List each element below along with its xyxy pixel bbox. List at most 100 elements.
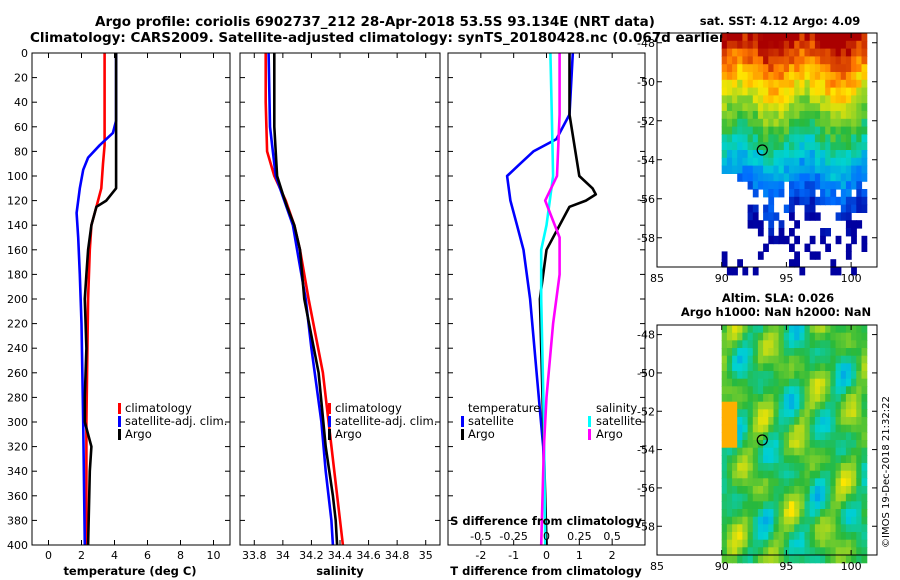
heatmap-cell bbox=[814, 532, 821, 541]
heatmap-cell bbox=[726, 463, 733, 472]
heatmap-cell bbox=[789, 243, 795, 252]
heatmap-cell bbox=[830, 189, 837, 198]
heatmap-cell bbox=[856, 524, 863, 533]
heatmap-cell bbox=[845, 340, 852, 349]
heatmap-cell bbox=[763, 332, 769, 341]
heatmap-cell bbox=[845, 409, 852, 418]
heatmap-cell bbox=[737, 470, 743, 479]
heatmap-cell bbox=[820, 447, 826, 456]
heatmap-cell bbox=[830, 386, 837, 395]
heatmap-cell bbox=[732, 532, 738, 541]
heatmap-cell bbox=[726, 118, 733, 128]
heatmap-cell bbox=[845, 455, 852, 464]
heatmap-cell bbox=[773, 363, 780, 372]
heatmap-cell bbox=[809, 134, 816, 143]
heatmap-cell bbox=[773, 509, 780, 518]
heatmap-cell bbox=[804, 142, 811, 151]
heatmap-cell bbox=[814, 371, 821, 380]
heatmap-cell bbox=[757, 539, 764, 548]
heatmap-cell bbox=[845, 150, 852, 159]
heatmap-cell bbox=[809, 251, 816, 260]
heatmap-cell bbox=[768, 79, 775, 89]
heatmap-cell bbox=[851, 72, 857, 81]
heatmap-cell bbox=[830, 424, 837, 433]
heatmap-cell bbox=[814, 417, 821, 426]
heatmap-cell bbox=[768, 417, 775, 426]
heatmap-cell bbox=[726, 79, 733, 89]
heatmap-cell bbox=[737, 126, 743, 135]
top-x-tick-label: 0 bbox=[543, 530, 550, 543]
heatmap-cell bbox=[820, 103, 826, 112]
heatmap-cell bbox=[721, 493, 728, 502]
heatmap-cell bbox=[825, 111, 831, 120]
heatmap-cell bbox=[820, 516, 826, 525]
heatmap-cell bbox=[809, 33, 816, 42]
heatmap-cell bbox=[737, 424, 743, 433]
heatmap-cell bbox=[856, 493, 863, 502]
heatmap-cell bbox=[794, 424, 800, 433]
heatmap-cell bbox=[768, 516, 775, 525]
heatmap-cell bbox=[835, 196, 842, 206]
heatmap-cell bbox=[789, 493, 795, 502]
heatmap-cell bbox=[726, 72, 733, 81]
heatmap-cell bbox=[783, 539, 790, 548]
heatmap-cell bbox=[845, 509, 852, 518]
heatmap-cell bbox=[789, 189, 795, 198]
heatmap-cell bbox=[747, 378, 754, 387]
heatmap-cell bbox=[794, 259, 800, 268]
heatmap-cell bbox=[835, 340, 842, 349]
heatmap-cell bbox=[814, 455, 821, 464]
heatmap-cell bbox=[757, 134, 764, 143]
heatmap-cell bbox=[809, 56, 816, 65]
heatmap-cell bbox=[840, 455, 847, 464]
heatmap-cell bbox=[778, 103, 785, 112]
heatmap-cell bbox=[840, 103, 847, 112]
heatmap-cell bbox=[820, 157, 826, 167]
heatmap-cell bbox=[789, 212, 795, 221]
heatmap-cell bbox=[799, 332, 806, 341]
heatmap-cell bbox=[789, 79, 795, 89]
heatmap-cell bbox=[830, 539, 837, 548]
heatmap-cell bbox=[799, 386, 806, 395]
heatmap-cell bbox=[773, 325, 780, 334]
heatmap-cell bbox=[789, 48, 795, 57]
legend-salinity: climatology satellite-adj. clim. Argo bbox=[328, 401, 437, 441]
heatmap-cell bbox=[726, 267, 733, 276]
heatmap-cell bbox=[747, 165, 754, 174]
heatmap-cell bbox=[726, 40, 733, 50]
heatmap-cell bbox=[773, 501, 780, 510]
heatmap-cell bbox=[742, 470, 749, 479]
tdiff-xlabel: T difference from climatology bbox=[450, 564, 642, 578]
heatmap-cell bbox=[851, 340, 857, 349]
heatmap-cell bbox=[804, 33, 811, 42]
heatmap-cell bbox=[851, 539, 857, 548]
heatmap-cell bbox=[737, 378, 743, 387]
heatmap-cell bbox=[804, 532, 811, 541]
legend-swatch-argo bbox=[328, 429, 331, 440]
y-tick-label: -56 bbox=[637, 482, 655, 495]
heatmap-cell bbox=[794, 463, 800, 472]
heatmap-cell bbox=[768, 371, 775, 380]
heatmap-cell bbox=[794, 165, 800, 174]
heatmap-cell bbox=[752, 424, 759, 433]
heatmap-cell bbox=[721, 48, 728, 57]
heatmap-cell bbox=[840, 532, 847, 541]
heatmap-cell bbox=[835, 532, 842, 541]
temperature-panel: 0204060801001201401601802002202402602803… bbox=[7, 47, 231, 562]
y-tick-label: -50 bbox=[637, 367, 655, 380]
heatmap-cell bbox=[773, 524, 780, 533]
heatmap-cell bbox=[732, 440, 738, 449]
heatmap-cell bbox=[737, 325, 743, 334]
heatmap-cell bbox=[763, 79, 769, 89]
heatmap-cell bbox=[851, 111, 857, 120]
heatmap-cell bbox=[799, 417, 806, 426]
heatmap-cell bbox=[721, 56, 728, 65]
heatmap-cell bbox=[809, 79, 816, 89]
heatmap-cell bbox=[752, 212, 759, 221]
heatmap-cell bbox=[825, 348, 831, 357]
heatmap-cell bbox=[820, 555, 826, 564]
heatmap-cell bbox=[783, 378, 790, 387]
heatmap-cell bbox=[737, 165, 743, 174]
x-tick-label: 34.8 bbox=[385, 549, 410, 562]
heatmap-cell bbox=[861, 72, 868, 81]
